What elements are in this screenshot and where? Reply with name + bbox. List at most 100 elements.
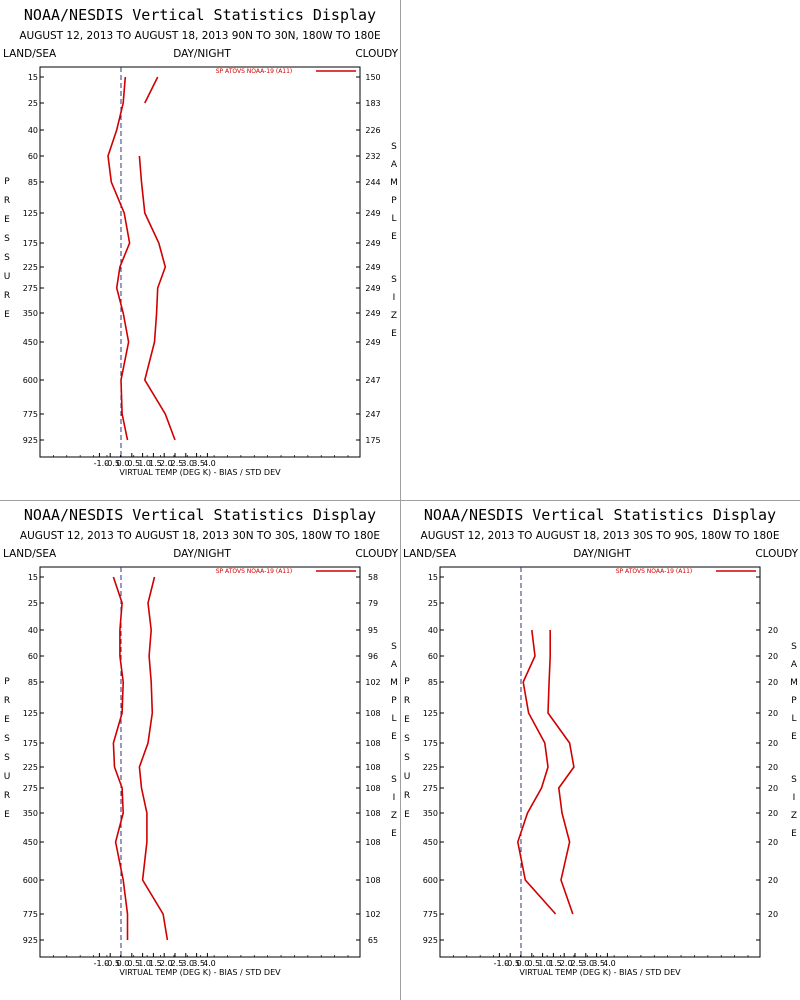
vertical-letter: P: [404, 677, 410, 687]
sample-size-value: 249: [365, 309, 380, 318]
std-dev-line: [547, 630, 575, 915]
x-tick-label: 2.0: [560, 959, 573, 968]
vertical-letter: E: [4, 310, 10, 320]
y-tick-label: 600: [23, 376, 38, 385]
horizontal-divider: [0, 500, 800, 501]
x-axis-label: VIRTUAL TEMP (DEG K) - BIAS / STD DEV: [119, 468, 281, 477]
vertical-letter: E: [4, 215, 10, 225]
sample-size-value: 20: [768, 784, 778, 793]
cloudy-label: CLOUDY: [355, 48, 398, 60]
sample-size-value: 20: [768, 709, 778, 718]
sample-size-value: 183: [365, 99, 380, 108]
y-tick-label: 25: [28, 599, 38, 608]
vertical-letter: S: [391, 775, 397, 785]
plot-frame: [39, 566, 361, 958]
vertical-letter: S: [404, 753, 410, 763]
y-tick-label: 15: [28, 73, 38, 82]
std-dev-line: [144, 76, 159, 104]
vertical-letter: E: [391, 329, 397, 339]
y-tick-label: 925: [23, 936, 38, 945]
y-tick-label: 350: [423, 809, 438, 818]
vertical-letter: S: [4, 253, 10, 263]
vertical-letter: Z: [791, 811, 797, 821]
vertical-letter: A: [791, 660, 798, 670]
sample-size-value: 102: [365, 678, 380, 687]
y-tick-label: 125: [423, 709, 438, 718]
land-sea-label: LAND/SEA: [403, 548, 457, 560]
vertical-letter: M: [790, 678, 798, 688]
sample-size-value: 108: [365, 763, 380, 772]
y-tick-label: 175: [423, 739, 438, 748]
chart-subtitle: AUGUST 12, 2013 TO AUGUST 18, 2013 30S T…: [421, 530, 780, 542]
y-tick-label: 225: [23, 763, 38, 772]
sample-size-value: 249: [365, 209, 380, 218]
bias-line: [112, 576, 129, 940]
x-tick-label: 0.0: [117, 459, 130, 468]
sample-size-value: 79: [368, 599, 378, 608]
sample-size-value: 95: [368, 626, 378, 635]
chart-title: NOAA/NESDIS Vertical Statistics Display: [424, 506, 776, 524]
x-tick-label: -1.0: [494, 959, 510, 968]
y-tick-label: 125: [23, 709, 38, 718]
y-tick-label: 60: [28, 652, 38, 661]
plot-frame: [439, 566, 761, 958]
x-tick-label: 4.0: [603, 959, 616, 968]
sample-size-value: 226: [365, 126, 380, 135]
sample-size-value: 20: [768, 910, 778, 919]
x-tick-label: 3.5: [192, 959, 205, 968]
sample-size-value: 108: [365, 838, 380, 847]
vertical-letter: E: [791, 732, 797, 742]
vertical-letter: S: [391, 642, 397, 652]
sample-size-value: 20: [768, 652, 778, 661]
y-tick-label: 40: [28, 626, 38, 635]
vertical-letter: M: [390, 178, 398, 188]
y-tick-label: 450: [23, 838, 38, 847]
sample-size-value: 244: [365, 178, 380, 187]
y-tick-label: 25: [428, 599, 438, 608]
x-tick-label: 1.5: [149, 959, 162, 968]
vertical-letter: M: [390, 678, 398, 688]
sample-size-value: 20: [768, 763, 778, 772]
x-tick-label: 2.5: [571, 959, 584, 968]
sample-size-value: 58: [368, 573, 378, 582]
y-tick-label: 275: [23, 784, 38, 793]
std-dev-line: [138, 576, 169, 941]
x-tick-label: 2.5: [171, 959, 184, 968]
x-tick-label: 3.0: [181, 959, 194, 968]
x-tick-label: 0.0: [117, 959, 130, 968]
chart-svg: NOAA/NESDIS Vertical Statistics Display A…: [3, 6, 399, 477]
vertical-letter: L: [791, 714, 796, 724]
sample-size-value: 249: [365, 239, 380, 248]
sample-size-value: 249: [365, 284, 380, 293]
vertical-letter: A: [391, 160, 398, 170]
vertical-letter: E: [4, 810, 10, 820]
chart-svg: NOAA/NESDIS Vertical Statistics Display A…: [403, 506, 799, 977]
legend-label: SP ATOVS NOAA-19 (A11): [616, 568, 693, 575]
vertical-letter: U: [4, 272, 11, 282]
vertical-letter: E: [791, 829, 797, 839]
day-night-label: DAY/NIGHT: [573, 548, 631, 560]
y-tick-label: 600: [23, 876, 38, 885]
vertical-letter: S: [791, 775, 797, 785]
vertical-letter: S: [391, 142, 397, 152]
y-tick-label: 775: [23, 410, 38, 419]
y-tick-label: 275: [23, 284, 38, 293]
vertical-letter: L: [391, 214, 396, 224]
sample-size-value: 247: [365, 410, 380, 419]
y-tick-label: 350: [23, 309, 38, 318]
day-night-label: DAY/NIGHT: [173, 48, 231, 60]
y-tick-label: 450: [423, 838, 438, 847]
vertical-letter: S: [4, 753, 10, 763]
vertical-letter: Z: [391, 311, 397, 321]
x-axis-label: VIRTUAL TEMP (DEG K) - BIAS / STD DEV: [519, 968, 681, 977]
std-dev-line: [138, 155, 176, 441]
y-tick-label: 85: [28, 178, 38, 187]
vertical-letter: E: [404, 810, 410, 820]
y-tick-label: 60: [28, 152, 38, 161]
y-tick-label: 175: [23, 739, 38, 748]
x-tick-label: 1.5: [549, 959, 562, 968]
